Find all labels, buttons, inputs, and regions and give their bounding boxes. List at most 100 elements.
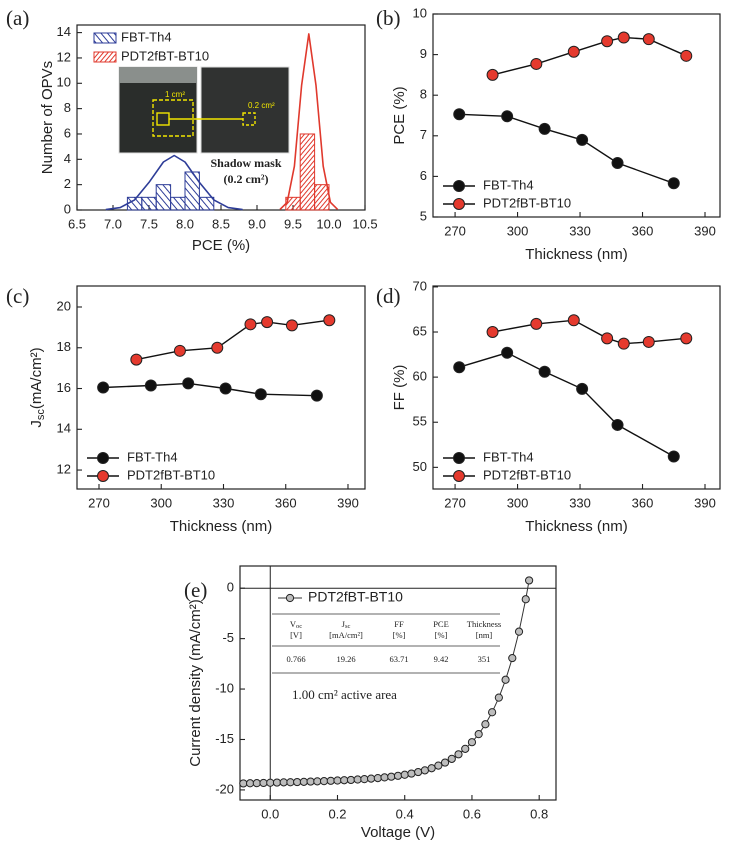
data-point [306,777,315,786]
data-point [486,68,499,81]
data-point [323,314,336,327]
x-tick-label: 390 [694,495,716,510]
data-point [211,341,224,354]
x-tick-label: 10.0 [316,216,341,231]
legend-label: PDT2fBT-BT10 [483,467,571,482]
y-tick-label: 7 [420,127,427,142]
x-tick-label: 0.0 [261,806,279,821]
legend-swatch [93,51,117,63]
table-unit: [V] [290,630,302,640]
data-point [611,157,624,170]
y-tick-label: 18 [57,339,71,354]
legend-label: FBT-Th4 [121,29,172,44]
data-point [259,778,268,788]
legend-label: PDT2fBT-BT10 [308,589,403,605]
data-point [434,761,443,770]
data-point [576,382,589,395]
histogram-bar [198,196,215,211]
legend-label: PDT2fBT-BT10 [483,195,571,210]
plot-frame [239,565,557,801]
series-line [459,113,675,184]
panel-label: (b) [376,6,401,30]
table-header-part: sc [345,623,351,630]
data-point [340,776,349,785]
y-tick-label: 12 [57,461,71,476]
data-point [453,361,466,374]
x-tick-label: 360 [632,495,654,510]
data-point [508,653,517,663]
caption: Shadow mask [210,156,281,170]
x-tick-label: 8.5 [212,216,230,231]
legend-label: PDT2fBT-BT10 [121,48,209,63]
table-header: PCE [433,619,449,629]
data-point [525,576,534,585]
data-point [407,769,416,778]
data-point [427,764,436,773]
table-header: Voc [290,619,302,631]
panel-label: (c) [6,284,29,308]
y-axis-label-part: sc [35,409,47,421]
data-point [219,382,232,395]
y-tick-label: 70 [413,278,427,293]
y-axis-label: Jsc(mA/cm²) [28,347,47,427]
y-tick-label: 60 [413,369,427,384]
x-tick-label: 0.8 [530,806,548,821]
data-point [617,31,630,44]
legend-label: FBT-Th4 [127,449,178,464]
table-cell: 9.42 [434,654,449,664]
y-tick-label: 65 [413,323,427,338]
y-tick-label: 20 [57,298,71,313]
legend-marker [285,593,295,603]
data-point [380,773,389,782]
series-line [458,352,675,458]
data-point [173,344,186,357]
data-point [501,110,514,123]
series-line [492,319,687,345]
histogram-bar [299,133,316,211]
data-point [501,675,510,684]
plot-frame [432,285,721,490]
x-axis-label: Voltage (V) [361,824,435,841]
histogram-bar [170,196,186,211]
data-point [481,720,490,729]
area-1cm [152,99,194,137]
panel-label: (e) [184,578,207,602]
fit-curve [279,33,339,210]
x-tick-label: 7.0 [104,216,122,231]
y-tick-label: -5 [222,630,234,645]
data-point [486,326,499,339]
x-tick-label: 270 [444,223,466,238]
data-point [601,35,614,48]
data-point [474,730,483,739]
legend-marker [453,180,465,192]
data-point [272,778,282,787]
data-point [252,779,261,788]
legend-marker [97,452,109,464]
table-header: Thickness [467,619,501,629]
data-point [538,365,551,378]
x-tick-label: 330 [569,223,591,238]
data-point [367,774,376,783]
y-tick-label: 16 [57,380,71,395]
table-unit: [nm] [476,630,493,640]
y-axis-label-part: J [28,420,45,428]
data-point [567,314,580,327]
legend-swatch [93,32,117,44]
data-point [642,33,655,46]
x-tick-label: 360 [632,223,654,238]
data-point [299,777,308,786]
data-point [514,627,524,636]
data-point [440,758,450,767]
data-point [461,744,470,753]
table-header-part: V [290,619,297,629]
data-point [313,777,322,786]
y-tick-label: -20 [215,781,234,796]
data-point [447,754,456,763]
data-point [144,379,157,392]
data-point [360,775,369,784]
data-point [245,779,255,788]
data-point [346,775,356,785]
y-tick-label: 5 [420,208,427,223]
y-tick-label: 50 [413,459,427,474]
data-point [667,177,680,190]
